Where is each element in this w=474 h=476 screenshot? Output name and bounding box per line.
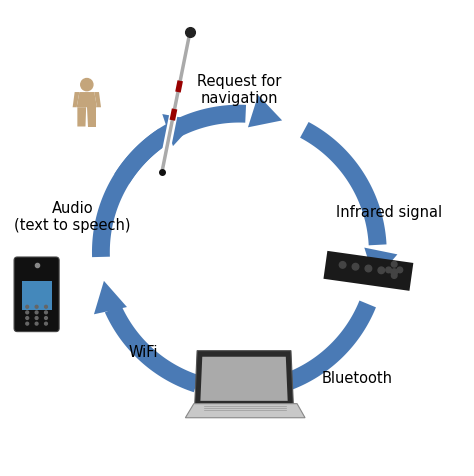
- Circle shape: [45, 305, 47, 308]
- Circle shape: [35, 317, 38, 319]
- Polygon shape: [300, 122, 386, 245]
- Circle shape: [378, 267, 384, 274]
- Polygon shape: [162, 114, 197, 146]
- Circle shape: [26, 305, 28, 308]
- Polygon shape: [94, 92, 101, 107]
- Polygon shape: [185, 404, 305, 418]
- Circle shape: [35, 322, 38, 325]
- Polygon shape: [77, 92, 97, 107]
- Circle shape: [391, 269, 398, 276]
- Polygon shape: [73, 92, 79, 107]
- Circle shape: [26, 317, 28, 319]
- Circle shape: [45, 317, 47, 319]
- Circle shape: [35, 305, 38, 308]
- Circle shape: [26, 311, 28, 314]
- Text: Request for
navigation: Request for navigation: [197, 74, 282, 106]
- Polygon shape: [92, 129, 169, 257]
- Polygon shape: [94, 281, 127, 314]
- Circle shape: [392, 273, 397, 278]
- Text: Bluetooth: Bluetooth: [321, 371, 392, 387]
- Polygon shape: [220, 377, 253, 410]
- Circle shape: [26, 322, 28, 325]
- Circle shape: [392, 261, 397, 267]
- Text: WiFi: WiFi: [128, 346, 158, 360]
- Circle shape: [35, 311, 38, 314]
- Polygon shape: [105, 305, 200, 392]
- Circle shape: [386, 267, 392, 273]
- Polygon shape: [201, 357, 288, 401]
- Polygon shape: [195, 351, 293, 405]
- Polygon shape: [256, 300, 376, 398]
- Circle shape: [339, 262, 346, 268]
- Text: Audio
(text to speech): Audio (text to speech): [15, 201, 131, 233]
- Polygon shape: [114, 105, 246, 184]
- Polygon shape: [88, 107, 96, 127]
- Circle shape: [352, 263, 359, 270]
- Circle shape: [397, 267, 403, 273]
- FancyBboxPatch shape: [14, 257, 59, 332]
- Circle shape: [365, 265, 372, 272]
- Polygon shape: [365, 248, 397, 281]
- Polygon shape: [77, 107, 86, 127]
- Circle shape: [45, 311, 47, 314]
- Text: Infrared signal: Infrared signal: [337, 205, 443, 220]
- Circle shape: [45, 322, 47, 325]
- FancyBboxPatch shape: [22, 281, 52, 309]
- Polygon shape: [323, 251, 413, 291]
- Circle shape: [81, 79, 93, 91]
- Polygon shape: [248, 95, 282, 128]
